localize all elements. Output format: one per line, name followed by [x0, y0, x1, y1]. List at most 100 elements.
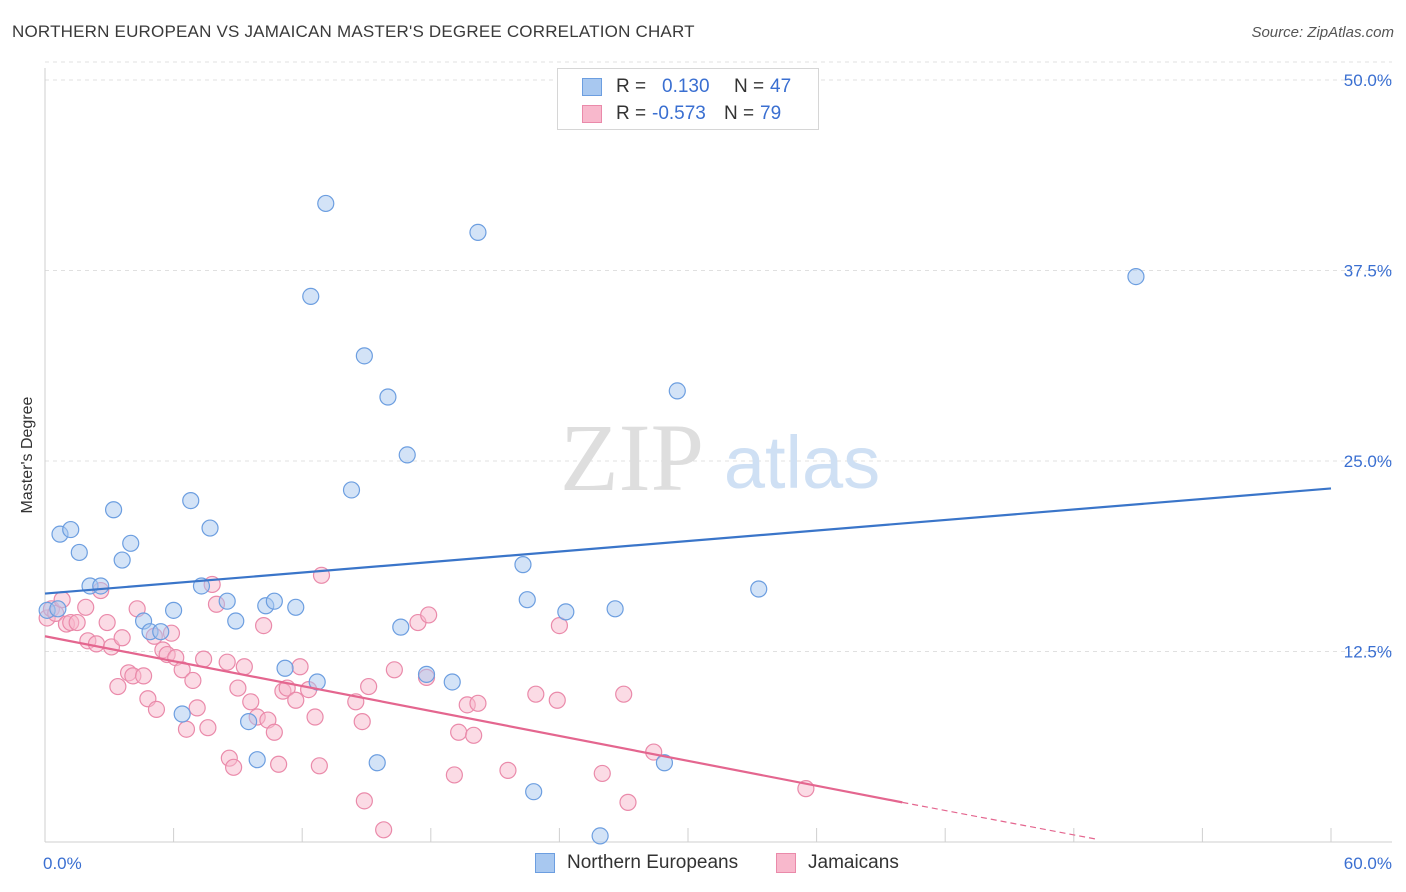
x-tick-label: 0.0% — [43, 854, 82, 873]
jamaicans-point — [134, 667, 153, 685]
jamaicans-point — [353, 713, 371, 731]
northern-europeans-point — [287, 598, 305, 616]
jamaicans-point — [229, 679, 247, 697]
legend-label: Northern Europeans — [567, 852, 739, 873]
jamaicans-point — [184, 671, 202, 690]
northern-europeans-point — [173, 705, 191, 723]
grid-lines — [45, 61, 1392, 652]
legend-swatch-pink — [776, 853, 796, 873]
northern-europeans-point — [240, 713, 258, 731]
jamaicans-point — [310, 757, 328, 775]
jamaicans-point — [465, 726, 483, 744]
watermark-atlas: atlas — [724, 421, 880, 504]
northern-europeans-point — [606, 600, 624, 618]
jamaicans-point — [177, 720, 196, 738]
jamaicans-point — [199, 719, 217, 737]
northern-europeans-point — [182, 492, 200, 510]
jamaicans-point — [225, 758, 243, 776]
northern-europeans-point — [514, 556, 532, 574]
r-value: -0.573 — [652, 103, 706, 124]
northern-europeans-point — [392, 618, 410, 636]
r-value: 0.130 — [662, 76, 710, 97]
jamaicans-point — [385, 661, 403, 679]
jamaicans-point — [265, 723, 283, 741]
northern-europeans-point — [417, 665, 436, 683]
legend-swatch-pink — [582, 105, 602, 123]
northern-europeans-point — [265, 592, 283, 610]
jamaicans-point — [593, 764, 611, 783]
northern-europeans-point — [379, 388, 397, 406]
n-label: N = — [724, 103, 755, 124]
northern-europeans-point — [201, 519, 219, 537]
jamaicans-point — [109, 677, 127, 696]
jamaicans-point — [147, 700, 166, 719]
y-axis-label: Master's Degree — [19, 396, 36, 514]
legend-item-northern-europeans[interactable]: Northern Europeans — [535, 852, 738, 874]
stats-row-jamaicans: R = -0.573 N = 79 — [582, 102, 781, 126]
northern-europeans-point — [165, 601, 183, 619]
jamaicans-point — [360, 677, 378, 696]
jamaicans-point — [242, 693, 260, 711]
northern-europeans-point — [62, 520, 80, 539]
northern-europeans-point — [276, 659, 294, 677]
northern-europeans-point — [227, 612, 245, 630]
jamaicans-point — [420, 606, 438, 624]
n-label: N = — [734, 76, 765, 97]
jamaicans-point — [235, 658, 253, 676]
jamaicans-point — [306, 708, 324, 726]
jamaicans-point — [469, 694, 487, 712]
legend-swatch-blue — [535, 853, 555, 873]
jamaicans-point — [68, 613, 86, 632]
northern-europeans-point — [655, 754, 674, 772]
n-value: 47 — [770, 76, 792, 97]
legend-label: Jamaicans — [808, 852, 899, 873]
axes — [44, 68, 1392, 843]
jamaicans-point — [87, 635, 106, 653]
jamaicans-point — [291, 658, 309, 676]
jamaicans-trend-extension — [902, 801, 1096, 840]
series-legend: Northern Europeans Jamaicans — [0, 852, 1406, 878]
northern-europeans-point — [398, 446, 416, 464]
stats-legend: R = 0.130 N = 47 R = -0.573 N = 79 — [557, 68, 819, 130]
jamaicans-point — [98, 613, 116, 632]
northern-europeans-point — [152, 623, 170, 641]
northern-europeans-point — [525, 783, 543, 801]
y-tick-label: 12.5% — [1344, 643, 1392, 662]
northern-europeans-point — [518, 591, 536, 609]
jamaicans-point — [548, 691, 566, 709]
northern-europeans-point — [92, 577, 110, 595]
jamaicans-point — [619, 793, 637, 811]
x-tick-label: 60.0% — [1344, 854, 1392, 873]
northern-europeans-trend-line — [44, 487, 1332, 595]
watermark: ZIP atlas — [560, 404, 880, 511]
y-tick-label: 37.5% — [1344, 262, 1392, 281]
northern-europeans-point — [668, 382, 686, 400]
jamaicans-trend-line — [44, 635, 903, 804]
jamaicans-point — [550, 616, 569, 635]
chart-title: NORTHERN EUROPEAN VS JAMAICAN MASTER'S D… — [12, 22, 695, 41]
northern-europeans-point — [104, 501, 123, 519]
source-label: Source: ZipAtlas.com — [1251, 24, 1394, 41]
legend-swatch-blue — [582, 78, 602, 96]
jamaicans-point — [287, 691, 305, 709]
northern-europeans-points — [38, 194, 1145, 845]
r-label: R = — [616, 76, 647, 97]
northern-europeans-point — [122, 534, 140, 552]
watermark-zip: ZIP — [560, 404, 704, 511]
r-label: R = — [616, 103, 647, 124]
jamaicans-point — [355, 792, 373, 810]
northern-europeans-point — [368, 754, 386, 772]
jamaicans-point — [375, 821, 393, 839]
northern-europeans-point — [317, 194, 335, 213]
jamaicans-point — [527, 685, 545, 703]
northern-europeans-point — [302, 287, 320, 306]
northern-europeans-point — [248, 751, 266, 769]
northern-europeans-point — [1127, 267, 1145, 286]
northern-europeans-point — [443, 673, 461, 691]
northern-europeans-point — [355, 347, 373, 365]
jamaicans-point — [195, 650, 213, 668]
legend-item-jamaicans[interactable]: Jamaicans — [776, 852, 899, 874]
tick-labels: 12.5% 25.0% 37.5% 50.0% 0.0% 60.0% — [43, 71, 1392, 873]
jamaicans-point — [188, 699, 206, 717]
